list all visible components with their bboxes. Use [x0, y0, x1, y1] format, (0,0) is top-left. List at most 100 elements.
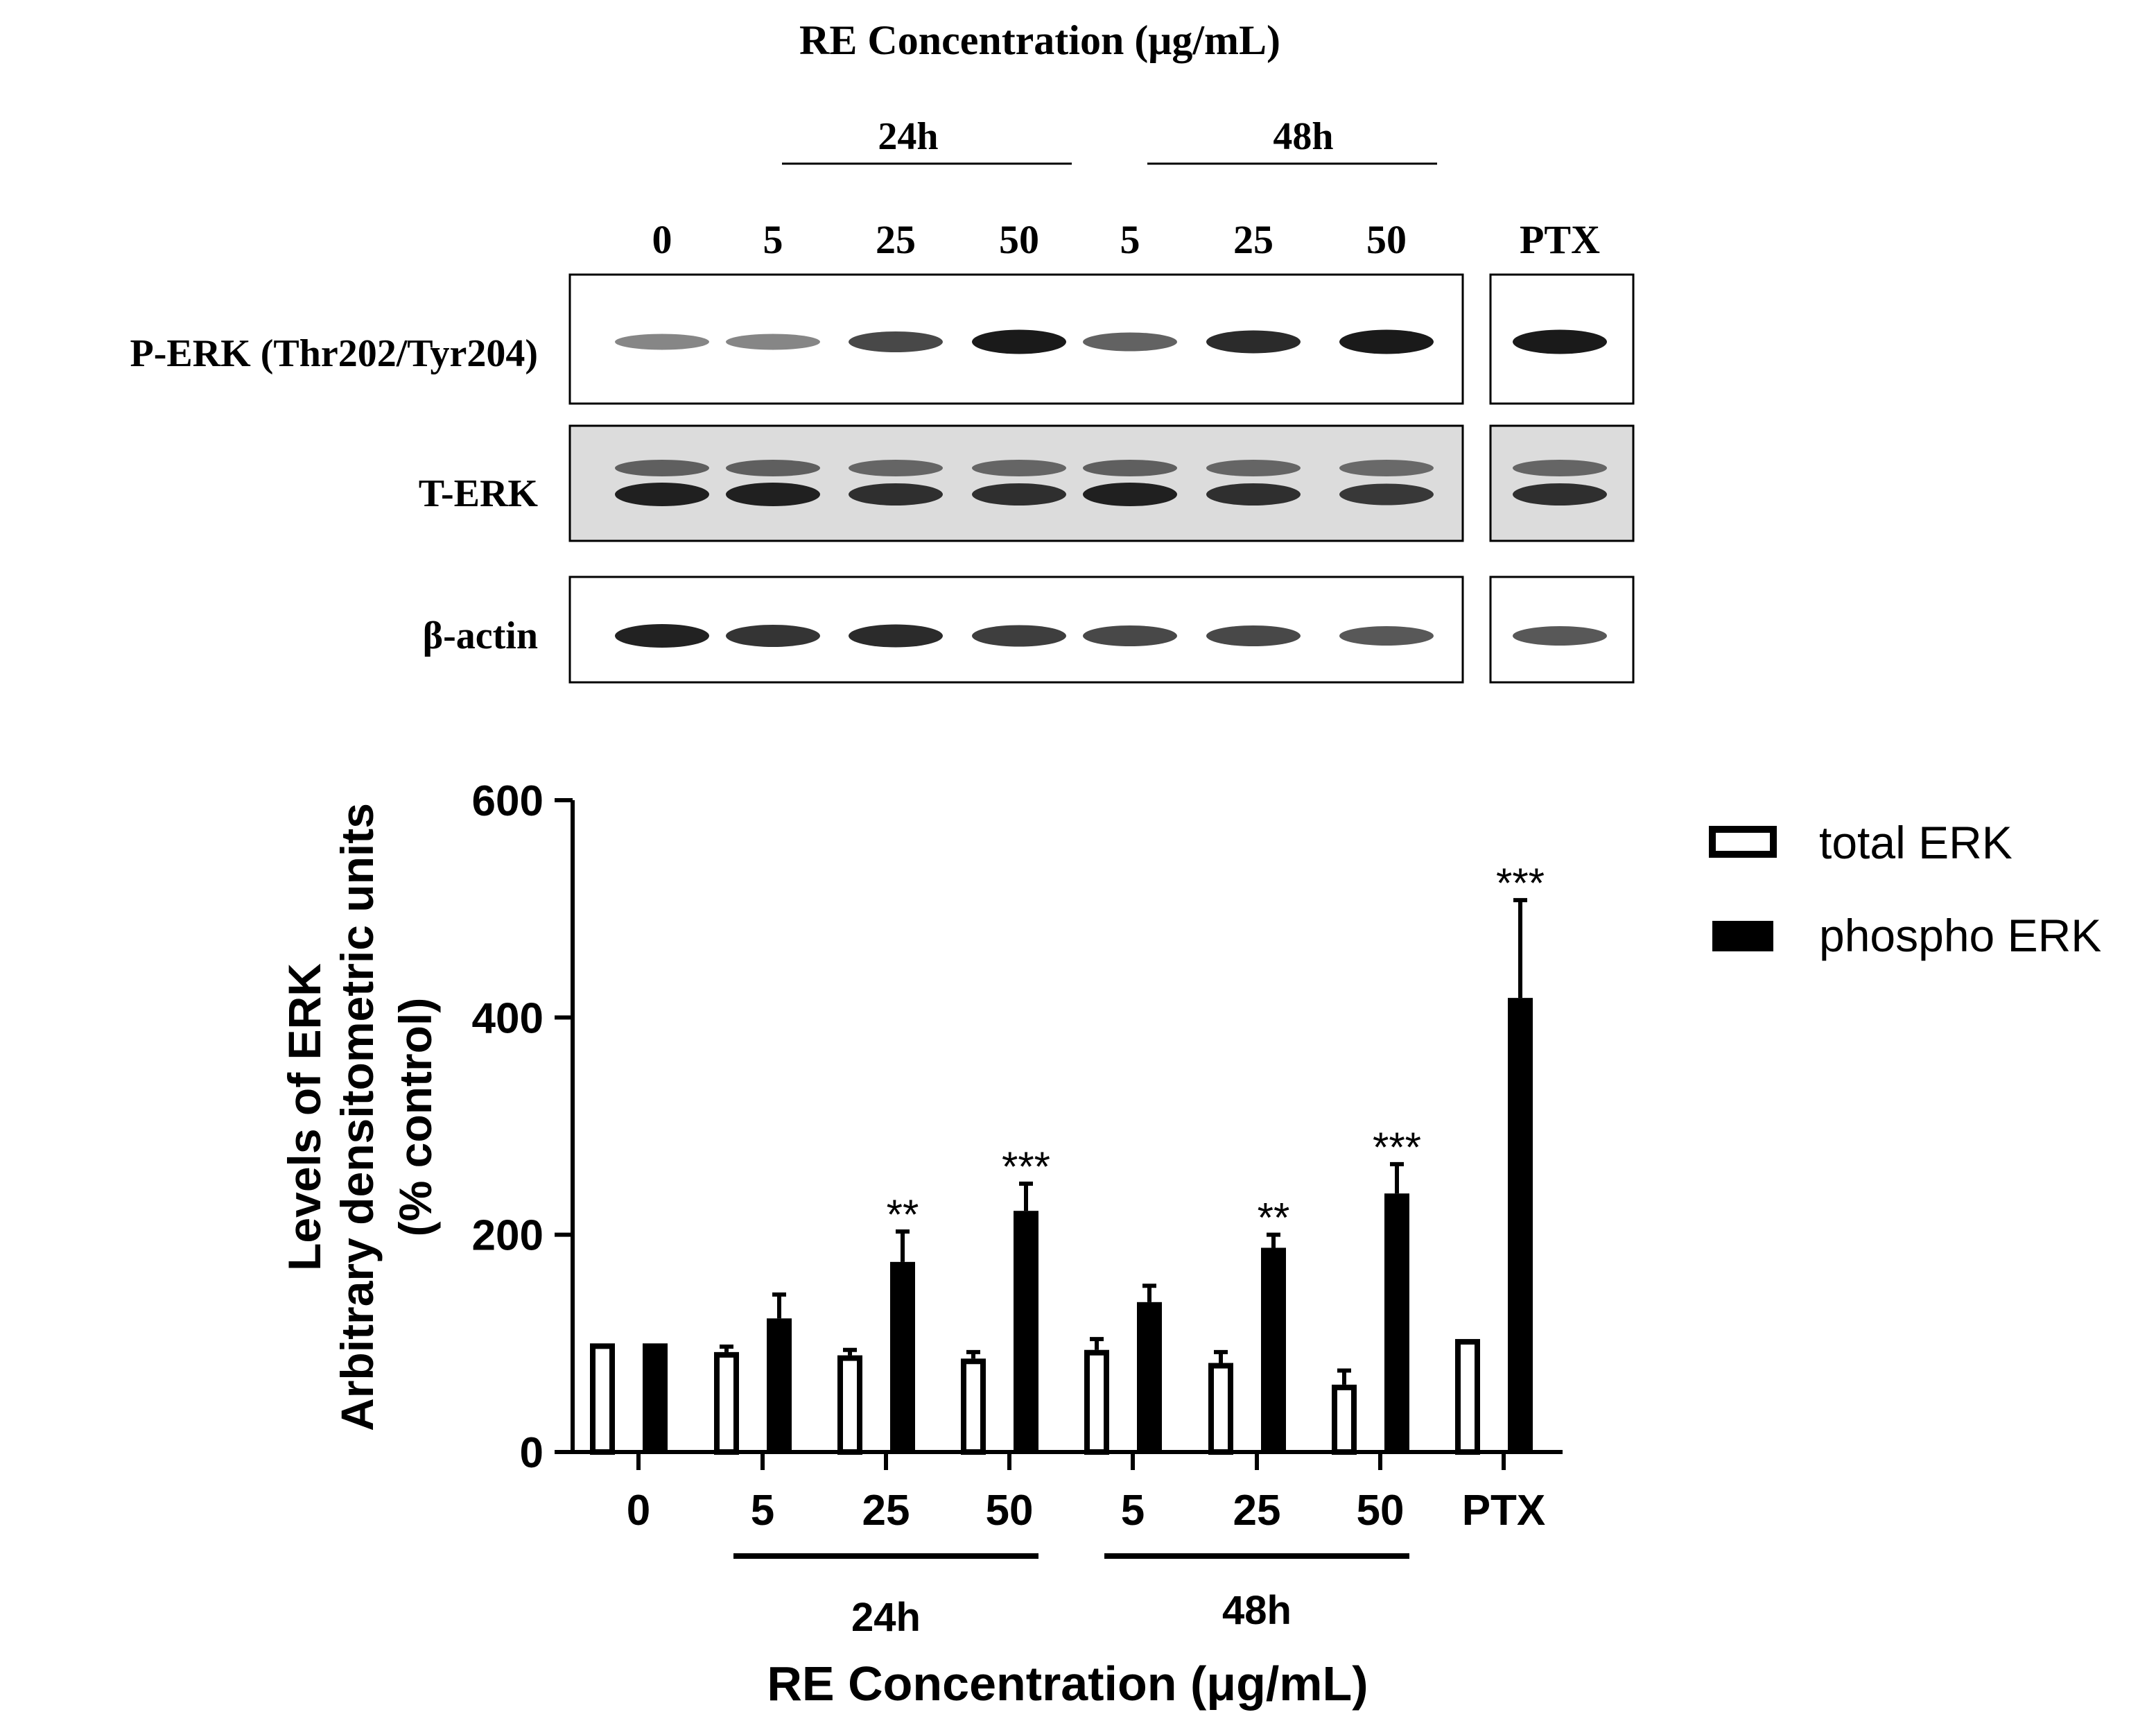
significance-mark: ***: [1002, 1143, 1050, 1190]
blot-band: [1206, 625, 1301, 646]
blot-band: [1083, 460, 1177, 476]
bar-total-erk: [590, 1343, 615, 1455]
x-tick-label: 0: [627, 1487, 650, 1535]
blot-band: [972, 460, 1066, 476]
blot-band: [1339, 626, 1434, 646]
blot-group-label-48h: 48h: [1273, 115, 1333, 158]
blot-band: [849, 460, 943, 476]
blot-lane-label: 50: [999, 217, 1039, 262]
blot-band: [1083, 332, 1177, 352]
y-axis-title-line1: Levels of ERK: [279, 963, 330, 1271]
bar-total-erk: [837, 1355, 862, 1455]
legend: total ERK phospho ERK: [1709, 817, 2101, 961]
x-tick-labels: 0 5 25 50 5 25 50 PTX: [627, 1487, 1546, 1535]
y-tick-label: 200: [472, 1212, 544, 1260]
bar-phospho-erk: [1508, 998, 1533, 1452]
blot-row-label-perk: P-ERK (Thr202/Tyr204): [130, 332, 538, 375]
blot-band: [1339, 483, 1434, 506]
blot-band: [1206, 330, 1301, 354]
significance-mark: **: [1258, 1195, 1290, 1241]
y-ticks: 0 200 400 600: [472, 777, 573, 1477]
blot-band: [726, 625, 820, 647]
y-axis-title: Levels of ERK Arbitrary densitometric un…: [279, 803, 441, 1431]
bar-phospho-erk: [1384, 1193, 1409, 1452]
legend-label-total-erk: total ERK: [1819, 817, 2012, 868]
legend-swatch-phospho-erk: [1712, 921, 1773, 951]
blot-band: [726, 483, 820, 506]
blot-band: [726, 460, 820, 476]
blot-band: [972, 329, 1066, 354]
legend-label-phospho-erk: phospho ERK: [1819, 910, 2101, 961]
blot-lane-label: 50: [1366, 217, 1407, 262]
y-axis-title-line3: (% control): [390, 998, 441, 1237]
bar-phospho-erk: [1014, 1211, 1038, 1452]
blot-row-label-terk: T-ERK: [419, 472, 539, 515]
x-tick-label: 25: [1233, 1487, 1281, 1535]
blot-band: [1083, 483, 1177, 506]
blot-band: [1206, 483, 1301, 506]
x-tick-label: 50: [986, 1487, 1034, 1535]
x-tick-label: 50: [1357, 1487, 1405, 1535]
significance-marks: *************: [887, 860, 1545, 1241]
blot-band: [972, 483, 1066, 506]
x-tick-label: 25: [862, 1487, 910, 1535]
blot-lane-label: 5: [763, 217, 783, 262]
blot-lane-label: PTX: [1520, 217, 1600, 262]
blot-group-label-24h: 24h: [878, 115, 938, 158]
bar-phospho-erk: [643, 1343, 668, 1452]
bar-total-erk: [1084, 1349, 1109, 1455]
blot-lane-label: 5: [1120, 217, 1140, 262]
blot-band: [1206, 460, 1301, 476]
x-group-label-48h: 48h: [1222, 1588, 1292, 1633]
blot-band: [1513, 460, 1607, 476]
bar-phospho-erk: [1261, 1247, 1286, 1452]
blot-band: [849, 483, 943, 506]
bar-total-erk: [1208, 1363, 1233, 1455]
bar-chart-panel: Levels of ERK Arbitrary densitometric un…: [279, 777, 2101, 1711]
significance-mark: **: [887, 1191, 919, 1238]
bar-phospho-erk: [890, 1261, 915, 1452]
legend-swatch-total-erk: [1709, 826, 1777, 858]
bar-total-erk: [1332, 1384, 1357, 1455]
blot-band: [1513, 483, 1607, 506]
blot-lane-label: 25: [876, 217, 916, 262]
blot-band: [1339, 460, 1434, 476]
blot-lane-labels: 0 5 25 50 5 25 50 PTX: [652, 217, 1601, 262]
blot-band: [615, 334, 709, 350]
x-group-label-24h: 24h: [851, 1595, 921, 1640]
x-tick-label: PTX: [1462, 1487, 1546, 1535]
bar-phospho-erk: [767, 1318, 792, 1452]
blot-band: [849, 624, 943, 648]
y-tick-label: 400: [472, 994, 544, 1042]
blot-band: [1083, 625, 1177, 646]
blot-band: [1339, 329, 1434, 354]
blot-row-label-actin: β-actin: [423, 614, 538, 657]
blot-lane-label: 0: [652, 217, 672, 262]
blot-title: RE Concentration (μg/mL): [799, 17, 1280, 63]
y-tick-label: 0: [520, 1429, 544, 1477]
y-tick-label: 600: [472, 777, 544, 825]
blot-band: [972, 625, 1066, 647]
bar-total-erk: [961, 1358, 986, 1455]
western-blot-panel: RE Concentration (μg/mL) 24h 48h 0 5 25 …: [130, 17, 1635, 684]
x-axis-title: RE Concentration (μg/mL): [767, 1657, 1368, 1711]
bars: [590, 898, 1533, 1455]
y-axis-title-line2: Arbitrary densitometric units: [331, 803, 383, 1431]
x-tick-label: 5: [751, 1487, 774, 1535]
bar-phospho-erk: [1137, 1302, 1162, 1452]
bar-total-erk: [1455, 1339, 1480, 1455]
blot-band: [615, 460, 709, 476]
blot-strips: [568, 273, 1635, 684]
blot-strip-main: [568, 424, 1464, 542]
x-tick-marks: [636, 1452, 1506, 1470]
blot-band: [615, 624, 709, 648]
significance-mark: ***: [1373, 1124, 1421, 1170]
significance-mark: ***: [1496, 860, 1545, 906]
blot-lane-label: 25: [1233, 217, 1273, 262]
blot-band: [1513, 626, 1607, 646]
blot-strip-ptx: [1489, 424, 1635, 542]
blot-band: [849, 331, 943, 352]
bar-total-erk: [714, 1351, 739, 1455]
blot-band: [726, 334, 820, 350]
